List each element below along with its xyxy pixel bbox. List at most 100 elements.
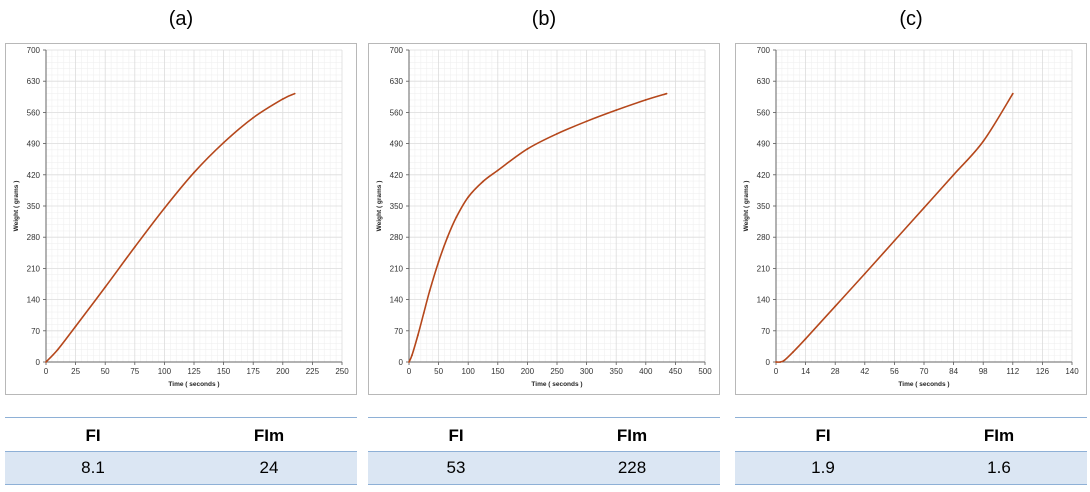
data-point	[422, 312, 425, 314]
table-header-row: FI FIm	[5, 420, 357, 452]
data-point	[222, 141, 225, 144]
y-tick-label: 700	[27, 46, 41, 55]
y-tick-label: 700	[757, 46, 771, 55]
data-point	[585, 120, 588, 123]
header-fim: FIm	[616, 426, 648, 445]
y-tick-label: 280	[390, 233, 404, 242]
x-tick-label: 50	[101, 367, 110, 376]
data-point	[863, 272, 866, 275]
y-tick-label: 630	[27, 77, 41, 86]
y-tick-label: 420	[757, 171, 771, 180]
x-tick-label: 150	[491, 367, 505, 376]
x-tick-label: 125	[187, 367, 201, 376]
chart-c-frame: 0 14 28 42 56 70 84 98 112 126 140 0 70 140 210 280 350 4…	[735, 43, 1087, 395]
y-tick-label: 280	[27, 233, 41, 242]
y-tick-label: 70	[394, 327, 403, 336]
y-tick-label: 490	[757, 140, 771, 149]
y-tick-label: 350	[27, 202, 41, 211]
data-point	[923, 206, 925, 209]
y-axis-title: Weight ( grams )	[743, 181, 750, 232]
x-tick-label: 14	[801, 367, 810, 376]
data-point	[163, 207, 166, 210]
table-value-row: 1.9 1.6	[735, 452, 1087, 484]
header-fim: FIm	[983, 426, 1015, 445]
x-tick-label: 350	[610, 367, 624, 376]
chart-a-frame: 0 25 50 75 100 125 150 175 200 225 250 0 70 140 210 280…	[5, 43, 357, 395]
y-tick-label: 140	[757, 296, 771, 305]
data-point	[104, 286, 107, 289]
x-axis-title: Time ( seconds )	[898, 381, 949, 388]
data-point	[56, 348, 59, 351]
data-point	[779, 361, 782, 363]
header-fi: FI	[448, 426, 464, 445]
y-tick-label: 70	[31, 327, 40, 336]
y-tick-label: 420	[27, 171, 41, 180]
header-fi: FI	[85, 426, 101, 445]
value-fi: 53	[446, 458, 466, 477]
x-tick-label: 84	[949, 367, 958, 376]
table-mid-rule	[735, 451, 1087, 452]
value-fim: 24	[259, 458, 279, 477]
data-point	[482, 180, 484, 183]
x-tick-label: 400	[639, 367, 653, 376]
y-tick-label: 140	[390, 296, 404, 305]
table-header-row: FI FIm	[735, 420, 1087, 452]
panel-title: (c)	[899, 8, 923, 30]
table-bottom-rule	[5, 484, 357, 485]
x-tick-label: 42	[860, 367, 869, 376]
table-top-rule	[368, 417, 720, 418]
chart-b-frame: 0 50 100 150 200 250 300 350 400 450 500 0 70 140 210 2…	[368, 43, 720, 395]
x-tick-label: 300	[580, 367, 594, 376]
y-tick-label: 560	[27, 108, 41, 117]
data-point	[293, 92, 296, 95]
data-point	[952, 173, 955, 176]
y-axis-title: Weight ( grams )	[13, 181, 20, 232]
x-axis-title: Time ( seconds )	[168, 381, 219, 388]
table-top-rule	[5, 417, 357, 418]
data-point	[74, 325, 77, 328]
value-fim: 1.6	[987, 458, 1011, 477]
table-top-rule	[735, 417, 1087, 418]
y-tick-label: 70	[761, 327, 770, 336]
value-fim: 228	[617, 458, 647, 477]
x-tick-label: 0	[407, 367, 412, 376]
x-tick-label: 70	[920, 367, 929, 376]
y-tick-label: 700	[390, 46, 404, 55]
y-tick-label: 280	[757, 233, 771, 242]
chart-a: 0 25 50 75 100 125 150 175 200 225 250 0 70 140 210 280…	[13, 46, 349, 388]
table-mid-rule	[5, 451, 357, 452]
x-axis-title: Time ( seconds )	[531, 381, 582, 388]
panel-title: (a)	[168, 8, 194, 30]
data-point	[281, 98, 284, 100]
data-point	[446, 236, 449, 239]
data-point	[428, 289, 431, 292]
table-bottom-rule	[735, 484, 1087, 485]
x-tick-label: 28	[831, 367, 840, 376]
data-point	[252, 116, 255, 119]
y-tick-label: 630	[390, 77, 404, 86]
x-tick-label: 200	[276, 367, 290, 376]
x-tick-label: 25	[71, 367, 80, 376]
data-point	[45, 361, 47, 363]
y-tick-label: 210	[27, 264, 41, 273]
header-fi: FI	[815, 426, 831, 445]
data-point	[411, 354, 413, 357]
data-point	[804, 337, 807, 340]
y-tick-label: 0	[399, 358, 404, 367]
data-point	[834, 305, 837, 308]
y-tick-label: 350	[390, 202, 404, 211]
x-tick-label: 500	[698, 367, 712, 376]
table-header-row: FI FIm	[368, 420, 720, 452]
data-point	[893, 239, 896, 242]
y-tick-label: 350	[757, 202, 771, 211]
y-tick-label: 630	[757, 77, 771, 86]
data-point	[133, 246, 136, 248]
value-fi: 8.1	[81, 458, 105, 477]
y-tick-label: 490	[27, 140, 41, 149]
x-tick-label: 126	[1036, 367, 1050, 376]
y-tick-label: 0	[36, 358, 41, 367]
y-tick-label: 420	[390, 171, 404, 180]
data-point	[615, 109, 618, 112]
data-point	[455, 216, 458, 219]
header-fim: FIm	[253, 426, 285, 445]
